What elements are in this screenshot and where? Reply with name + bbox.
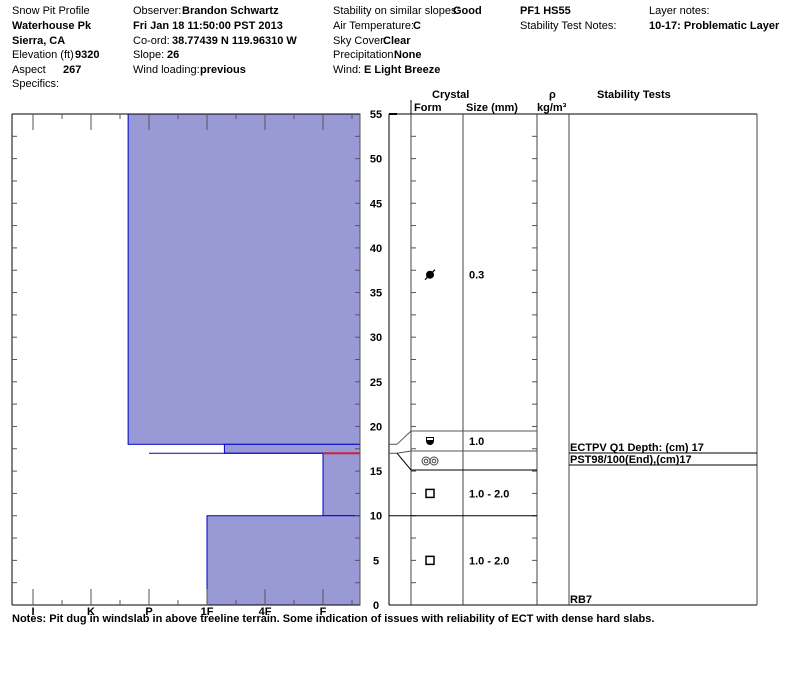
density-symbol: ρ [549, 89, 556, 101]
faceted-crystal-icon [425, 488, 435, 499]
specifics-label: Specifics: [12, 78, 60, 90]
observer-label: Observer: [133, 5, 182, 17]
depth-tick-label: 20 [370, 421, 382, 433]
sky-label: Sky Cover: [333, 35, 387, 47]
density-unit: kg/m³ [537, 102, 567, 114]
form-header: Form [414, 102, 442, 114]
slope-value: 26 [167, 49, 180, 61]
hardness-layer [127, 113, 361, 445]
observer-value: Brandon Schwartz [182, 5, 279, 17]
depth-tick-label: 30 [370, 332, 382, 344]
depth-tick-label: 45 [370, 198, 382, 210]
depth-tick-label: 35 [370, 288, 382, 300]
layer-notes-label: Layer notes: [649, 5, 710, 17]
melt-freeze-icon-core [431, 458, 437, 464]
slope-label: Slope: [133, 49, 165, 61]
faceted-crystal-icon [425, 555, 435, 566]
depth-tick-label: 10 [370, 511, 382, 523]
hardness-tick-label: I [31, 606, 34, 618]
depth-tick-label: 0 [373, 600, 379, 612]
pit-id: PF1 HS55 [520, 5, 571, 17]
precip-label: Precipitation: [333, 49, 397, 61]
coord-label: Co-ord: [133, 35, 170, 47]
size-header: Size (mm) [466, 102, 518, 114]
depth-tick-label: 55 [370, 109, 382, 121]
layer-boundary-17a [389, 450, 537, 454]
hardness-tick-label: 4F [259, 606, 272, 618]
crystal-size: 1.0 - 2.0 [469, 488, 509, 500]
melt-freeze-icon-core [423, 458, 429, 464]
depth-tick-label: 5 [373, 555, 379, 567]
air-temp-value: C [413, 20, 421, 32]
aspect-label: Aspect [12, 64, 46, 76]
hardness-tick-label: K [87, 606, 95, 618]
crystal-size: 1.0 - 2.0 [469, 555, 509, 567]
precip-value: None [394, 49, 422, 61]
hardness-layer [322, 452, 361, 517]
notes: Notes: Pit dug in windslab in above tree… [12, 613, 655, 625]
report-title: Snow Pit Profile [12, 5, 90, 17]
wind-loading-value: previous [200, 64, 246, 76]
datetime: Fri Jan 18 11:50:00 PST 2013 [133, 20, 283, 32]
hardness-layer [223, 443, 361, 454]
elevation-label: Elevation (ft) [12, 49, 74, 61]
elevation-value: 9320 [75, 49, 100, 61]
depth-tick-label: 25 [370, 377, 382, 389]
melt-freeze-icon-ring [429, 456, 439, 466]
stability-test-rb: RB7 [570, 594, 592, 606]
stability-tests-header: Stability Tests [597, 89, 671, 101]
crystal-size: 1.0 [469, 436, 484, 448]
stability-test-pst: PST98/100(End),(cm)17 [570, 454, 692, 466]
stability-value: Good [453, 5, 482, 17]
depth-tick-label: 15 [370, 466, 382, 478]
aspect-value: 267 [63, 64, 82, 76]
stability-test-ect: ECTPV Q1 Depth: (cm) 17 [570, 442, 704, 454]
layer-boundary-18 [389, 430, 537, 445]
location: Waterhouse Pk [12, 20, 92, 32]
melt-freeze-icon-ring [421, 456, 431, 466]
region: Sierra, CA [12, 35, 66, 47]
wind-loading-label: Wind loading: [133, 64, 200, 76]
crystal-header: Crystal [432, 89, 470, 101]
air-temp-label: Air Temperature: [333, 20, 415, 32]
depth-tick-label: 40 [370, 243, 382, 255]
wind-label: Wind: [333, 64, 362, 76]
layer-boundary-17b [396, 452, 537, 471]
hardness-tick-label: 1F [201, 606, 214, 618]
hardness-tick-label: F [320, 606, 327, 618]
crystal-size: 0.3 [469, 270, 484, 282]
coord-value: 38.77439 N 119.96310 W [172, 35, 297, 47]
stability-label: Stability on similar slopes: [333, 5, 460, 17]
rounded-faceted-icon-inner [427, 438, 433, 440]
hardness-layer [206, 515, 361, 606]
depth-tick-label: 50 [370, 154, 382, 166]
hardness-tick-label: P [145, 606, 152, 618]
layer-notes-value: 10-17: Problematic Layer [649, 20, 780, 32]
stability-notes-label: Stability Test Notes: [520, 20, 617, 32]
sky-value: Clear [383, 35, 411, 47]
decomposing-fragments-icon-stroke [424, 269, 436, 281]
wind-value: E Light Breeze [364, 64, 441, 76]
